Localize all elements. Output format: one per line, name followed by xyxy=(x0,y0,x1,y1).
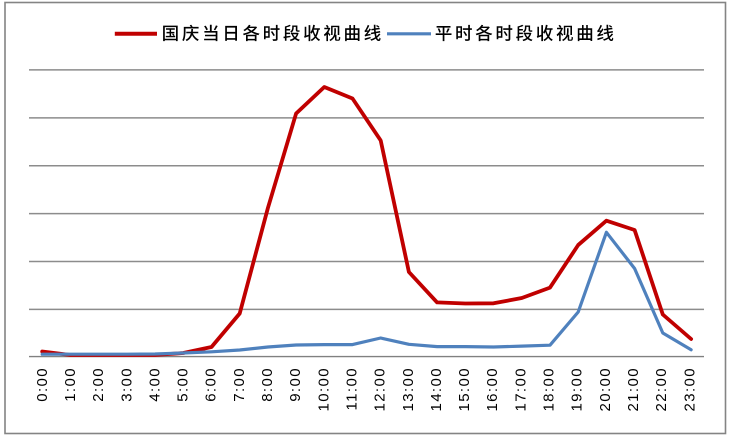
svg-text:2:00: 2:00 xyxy=(90,367,107,402)
svg-text:17:00: 17:00 xyxy=(512,367,529,412)
svg-text:21:00: 21:00 xyxy=(625,367,642,412)
svg-text:18:00: 18:00 xyxy=(541,367,558,412)
svg-text:20:00: 20:00 xyxy=(597,367,614,412)
svg-text:12:00: 12:00 xyxy=(372,367,389,412)
svg-text:14:00: 14:00 xyxy=(428,367,445,412)
svg-text:13:00: 13:00 xyxy=(400,367,417,412)
svg-text:1:00: 1:00 xyxy=(62,367,79,402)
svg-text:8:00: 8:00 xyxy=(259,367,276,402)
svg-text:10:00: 10:00 xyxy=(315,367,332,412)
svg-text:23:00: 23:00 xyxy=(681,367,698,412)
svg-text:22:00: 22:00 xyxy=(653,367,670,412)
svg-text:7:00: 7:00 xyxy=(231,367,248,402)
svg-text:4:00: 4:00 xyxy=(146,367,163,402)
svg-text:6:00: 6:00 xyxy=(203,367,220,402)
svg-text:0:00: 0:00 xyxy=(34,367,51,402)
svg-text:15:00: 15:00 xyxy=(456,367,473,412)
svg-text:16:00: 16:00 xyxy=(484,367,501,412)
svg-text:19:00: 19:00 xyxy=(569,367,586,412)
svg-text:9:00: 9:00 xyxy=(287,367,304,402)
svg-text:11:00: 11:00 xyxy=(344,367,361,410)
svg-text:5:00: 5:00 xyxy=(175,367,192,402)
svg-text:3:00: 3:00 xyxy=(118,367,135,402)
